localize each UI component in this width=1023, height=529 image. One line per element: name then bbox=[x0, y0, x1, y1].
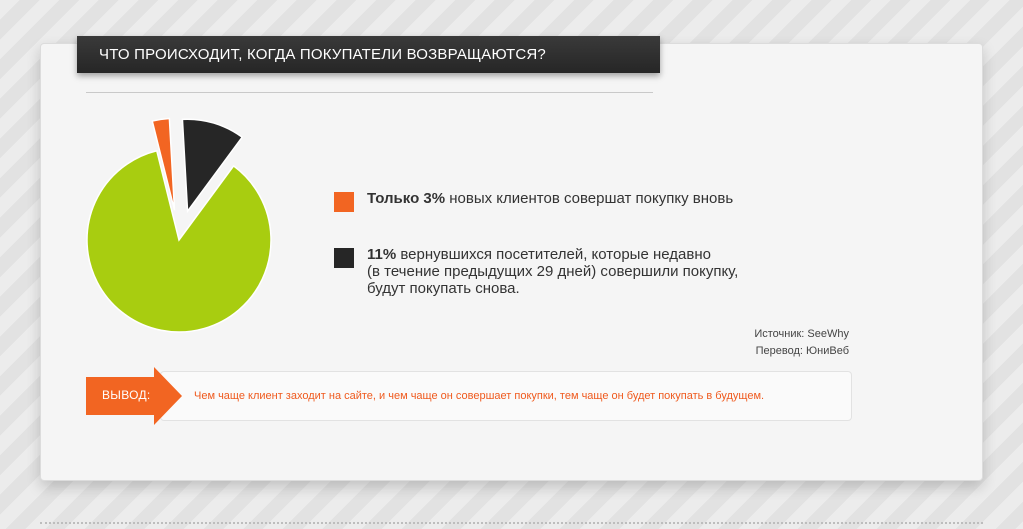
legend-rest: вернувшихся посетителей, которые недавно bbox=[396, 246, 711, 263]
legend-text: Только 3% новых клиентов совершат покупк… bbox=[367, 190, 837, 207]
pie-slice bbox=[86, 149, 272, 333]
legend-swatch-black bbox=[334, 248, 354, 268]
legend-bold: 11% bbox=[367, 246, 397, 263]
pie-slice bbox=[181, 118, 244, 214]
legend-line2: (в течение предыдущих 29 дней) совершили… bbox=[367, 263, 739, 280]
conclusion-label: ВЫВОД: bbox=[102, 388, 151, 402]
legend-bold: Только 3% bbox=[367, 190, 446, 207]
source-text: Источник: SeeWhy bbox=[754, 328, 849, 340]
legend-swatch-orange bbox=[334, 192, 354, 212]
arrow-right-icon bbox=[86, 367, 182, 425]
legend-text: 11% вернувшихся посетителей, которые нед… bbox=[367, 246, 837, 297]
divider bbox=[86, 92, 653, 93]
conclusion-box: Чем чаще клиент заходит на сайте, и чем … bbox=[160, 371, 852, 421]
pie-chart bbox=[86, 117, 272, 333]
page-title-text: ЧТО ПРОИСХОДИТ, КОГДА ПОКУПАТЕЛИ ВОЗВРАЩ… bbox=[99, 46, 546, 63]
page-title: ЧТО ПРОИСХОДИТ, КОГДА ПОКУПАТЕЛИ ВОЗВРАЩ… bbox=[77, 36, 660, 73]
translation-text: Перевод: ЮниВеб bbox=[755, 345, 849, 357]
legend-rest: новых клиентов совершат покупку вновь bbox=[445, 190, 734, 207]
legend-line3: будут покупать снова. bbox=[367, 280, 520, 297]
conclusion-text: Чем чаще клиент заходит на сайте, и чем … bbox=[194, 390, 765, 402]
pie-slice bbox=[151, 117, 176, 211]
bottom-dotted-divider bbox=[40, 522, 983, 524]
